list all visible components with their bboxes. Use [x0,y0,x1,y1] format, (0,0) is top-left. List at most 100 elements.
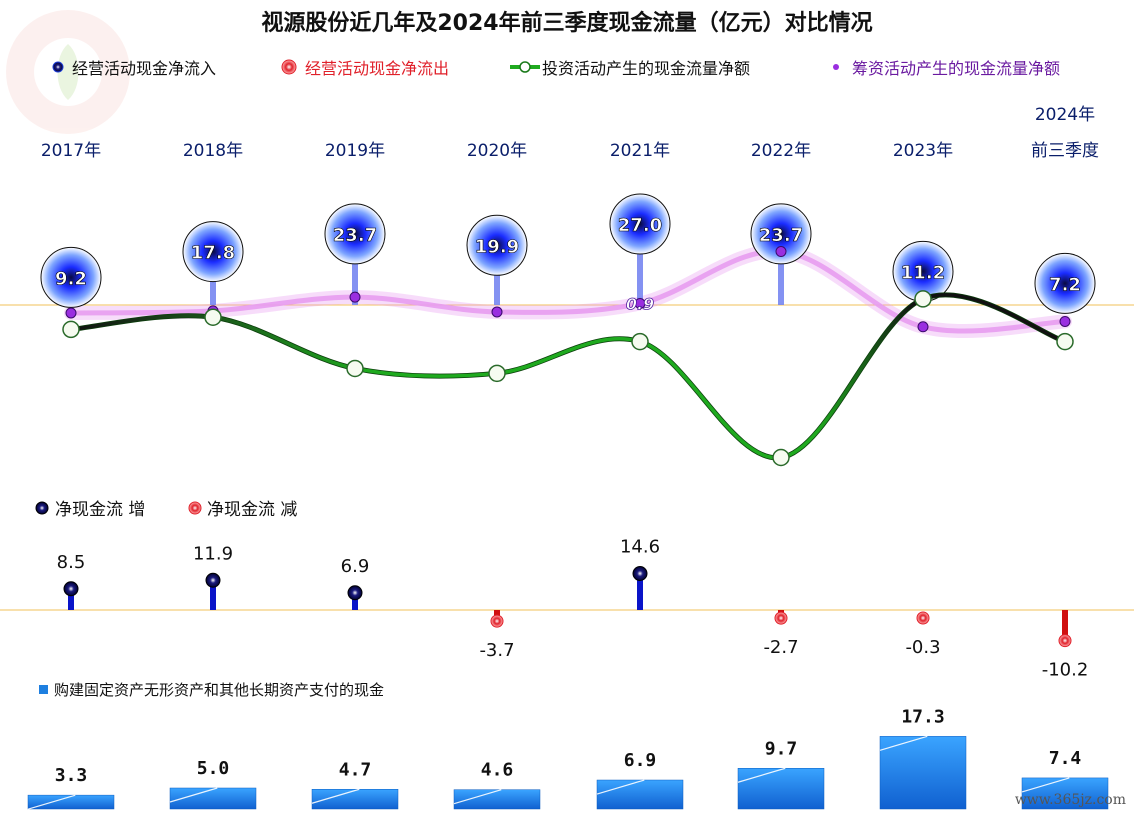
capex-bar-highlight [596,779,645,795]
capex-bar-highlight [311,788,360,804]
capex-bar [1021,777,1109,810]
investing-point [1056,332,1074,351]
financing-point [491,306,503,318]
legend: 经营活动现金净流入 经营活动现金净流出 投资活动产生的现金流量净额 筹资活动产生… [52,59,1060,78]
bottom-plot: 3.3 5.0 4.7 4.6 6.9 9.7 17.3 7.4 [27,706,1109,810]
net-decrease-point [490,614,504,628]
investing-point [62,320,80,339]
category-label: 2023年 [893,141,953,161]
legend-item-inflow: 经营活动现金净流入 [52,59,216,78]
net-decrease-point [916,611,930,625]
capex-data-label: 7.4 [1049,748,1082,769]
net-increase-point [632,566,648,581]
category-label: 2022年 [751,141,811,161]
capex-bar-highlight [1021,777,1070,793]
category-label: 2021年 [610,141,670,161]
legend-label-investing: 投资活动产生的现金流量净额 [542,59,750,78]
inflow-data-label: 27.0 [618,215,662,236]
capex-data-label: 5.0 [197,758,230,779]
inflow-bubble [182,221,244,283]
capex-bar-highlight [879,735,928,751]
net-decrease-point [774,611,788,625]
capex-data-label: 9.7 [765,738,798,759]
investing-line [70,293,1066,460]
inflow-bubble [466,214,528,276]
legend-item-investing: 投资活动产生的现金流量净额 [510,59,750,78]
capex-bar [453,789,541,810]
inflow-bubble [324,203,386,265]
capex-bar-highlight [27,794,76,810]
net-cash-legend: 净现金流 增 净现金流 减 [35,500,297,520]
financing-data-label: 0.9 [626,294,654,313]
capex-bar [596,779,684,810]
capex-data-label: 4.7 [339,759,372,780]
financing-point [917,321,929,333]
net-decrease-point [1058,634,1072,648]
inflow-data-label: 23.7 [333,225,377,246]
legend-label-financing: 筹资活动产生的现金流量净额 [852,59,1060,78]
net-decrease-label: -3.7 [479,640,514,661]
inflow-data-label: 19.9 [475,236,519,257]
net-increase-label: 14.6 [620,537,660,558]
net-decrease-label: -0.3 [905,637,940,658]
inflow-data-label: 23.7 [759,225,803,246]
logo-watermark [6,10,130,134]
capex-bar-highlight [737,767,786,783]
capex-bar [879,736,967,810]
inflow-bubble [40,246,102,308]
net-increase-point [205,572,221,588]
financing-point [65,307,77,319]
inflow-data-label: 17.8 [191,243,235,264]
category-label: 2019年 [325,141,385,161]
investing-point [204,308,222,326]
legend-label-net-increase: 净现金流 增 [55,500,145,520]
investing-point [772,448,790,467]
legend-label-inflow: 经营活动现金净流入 [72,59,216,78]
capex-bar-highlight [453,789,502,805]
financing-line [70,248,1066,334]
category-label: 2017年 [41,141,101,161]
inflow-bubble [609,193,671,255]
middle-plot: 8.5 11.9 6.9 -3.7 14.6 -2.7 -0.3 -10.2 [57,537,1089,681]
inflow-data-label: 11.2 [901,262,945,283]
net-increase-label: 8.5 [57,552,86,573]
net-increase-point [63,581,79,597]
net-increase-label: 11.9 [193,543,233,564]
investing-point [631,332,649,351]
upper-plot: 9.2 17.8 23.7 19.9 27.0 23.7 11.2 7.2 0.9 [40,193,1096,467]
net-decrease-label: -10.2 [1042,660,1089,681]
capex-bar [311,789,399,810]
inflow-bubble [750,203,812,265]
category-label: 2018年 [183,141,243,161]
capex-legend: 购建固定资产无形资产和其他长期资产支付的现金 [39,681,384,699]
inflow-data-label: 7.2 [1049,274,1081,295]
legend-item-outflow: 经营活动现金净流出 [281,59,449,78]
inflow-data-label: 9.2 [55,268,87,289]
financing-point [775,246,787,258]
capex-bar [737,768,825,810]
investing-point [488,364,506,383]
legend-label-capex: 购建固定资产无形资产和其他长期资产支付的现金 [54,681,384,699]
capex-data-label: 17.3 [901,706,944,727]
watermark-text: www.365jz.com [1015,792,1126,808]
chart-title: 视源股份近几年及2024年前三季度现金流量（亿元）对比情况 [261,10,872,36]
capex-data-label: 4.6 [481,760,514,781]
capex-data-label: 3.3 [55,765,88,786]
capex-data-label: 6.9 [624,750,657,771]
legend-label-outflow: 经营活动现金净流出 [305,59,449,78]
financing-point [349,291,361,303]
net-increase-point [347,585,363,601]
inflow-bubble [1034,252,1096,314]
category-label: 2024年 [1035,105,1095,125]
net-increase-label: 6.9 [341,556,370,577]
legend-label-net-decrease: 净现金流 减 [207,500,297,520]
financing-point [1059,315,1071,327]
investing-point [914,290,932,308]
financing-point [634,297,646,309]
capex-bar [27,794,115,810]
capex-bar [169,787,257,810]
category-label: 前三季度 [1031,141,1099,161]
category-label: 2020年 [467,141,527,161]
capex-bar-highlight [169,787,218,803]
